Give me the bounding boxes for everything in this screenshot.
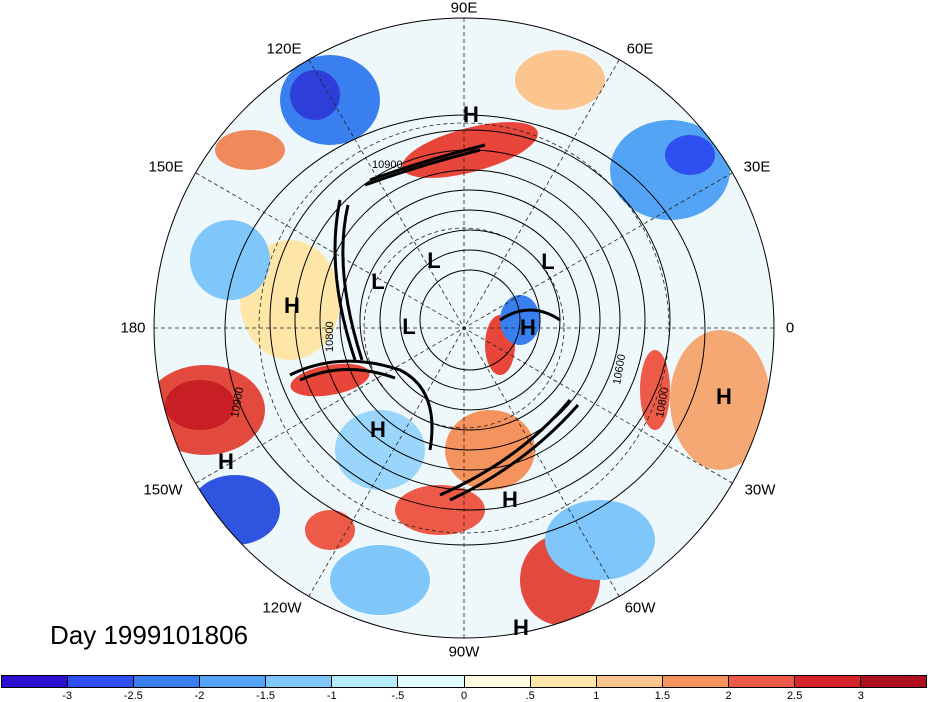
colorbar-cell — [200, 676, 267, 687]
jet-streaks — [289, 143, 580, 502]
contour-label: 10600 — [611, 353, 628, 385]
longitude-label: 120E — [266, 40, 302, 58]
colorbar-tick-label: -1 — [326, 690, 337, 702]
colorbar-cell — [794, 676, 862, 687]
map-title: Day 1999101806 — [50, 620, 249, 650]
colorbar-cell — [332, 676, 399, 687]
high-pressure-label: H — [716, 384, 732, 409]
longitude-label: 150E — [148, 158, 184, 176]
high-pressure-label: H — [520, 315, 536, 340]
colorbar-cell — [134, 676, 201, 687]
high-pressure-label: H — [370, 417, 386, 442]
colorbar-cell — [662, 676, 729, 687]
colorbar-tick-label: 2.5 — [787, 690, 803, 702]
colorbar-tick-label: -3 — [62, 690, 73, 702]
colorbar-cell — [596, 676, 663, 687]
longitude-label: 0 — [785, 319, 795, 337]
colorbar-cell — [2, 676, 69, 687]
low-pressure-label: L — [371, 269, 385, 294]
longitude-label: 90E — [450, 0, 478, 17]
longitude-label: 150W — [143, 481, 183, 499]
colorbar-tick-label: -.5 — [391, 690, 405, 702]
longitude-label: 180 — [120, 319, 146, 337]
low-pressure-label: L — [402, 314, 416, 339]
map-boundary — [153, 17, 775, 639]
high-pressure-label: H — [513, 615, 529, 640]
colorbar-cell — [861, 676, 927, 687]
longitude-label: 60W — [624, 599, 656, 617]
colorbar-tick-label: -1.5 — [256, 690, 276, 702]
high-pressure-label: H — [463, 102, 479, 127]
colorbar-cell — [398, 676, 465, 687]
colorbar-cell — [266, 676, 333, 687]
colorbar-tick-label: -2 — [194, 690, 205, 702]
longitude-label: 120W — [262, 599, 302, 617]
colorbar-tick-label: .5 — [525, 690, 535, 702]
longitude-label: 60E — [626, 40, 654, 58]
contour-label: 10800 — [324, 321, 336, 352]
contour-label: 10900 — [372, 159, 403, 171]
colorbar-cell — [68, 676, 135, 687]
contour-label: 10900 — [229, 386, 246, 418]
colorbar-cell — [464, 676, 531, 687]
colorbar-tick-label: 1.5 — [654, 690, 671, 702]
graticule — [154, 18, 774, 638]
geopotential-contours — [224, 114, 706, 546]
colorbar-tick-label: 0 — [460, 690, 468, 702]
colorbar-cell — [530, 676, 597, 687]
longitude-label: 30W — [744, 481, 776, 499]
contour-value-labels: 10900 10800 10900 10600 10800 — [229, 159, 671, 419]
longitude-label: 30E — [743, 158, 771, 176]
high-pressure-label: H — [218, 449, 234, 474]
colorbar-cell — [728, 676, 795, 687]
colorbar — [1, 675, 927, 688]
low-pressure-label: L — [427, 248, 441, 273]
contour-label: 10800 — [654, 386, 671, 418]
high-pressure-label: H — [284, 293, 300, 318]
colorbar-tick-label: 1 — [593, 690, 600, 702]
colorbar-tick-label: -2.5 — [123, 690, 143, 702]
colorbar-tick-label: 2 — [725, 690, 732, 702]
longitude-label: 90W — [448, 643, 480, 661]
high-pressure-label: H — [502, 487, 518, 512]
low-pressure-label: L — [541, 249, 555, 274]
colorbar-tick-label: 3 — [857, 690, 864, 702]
